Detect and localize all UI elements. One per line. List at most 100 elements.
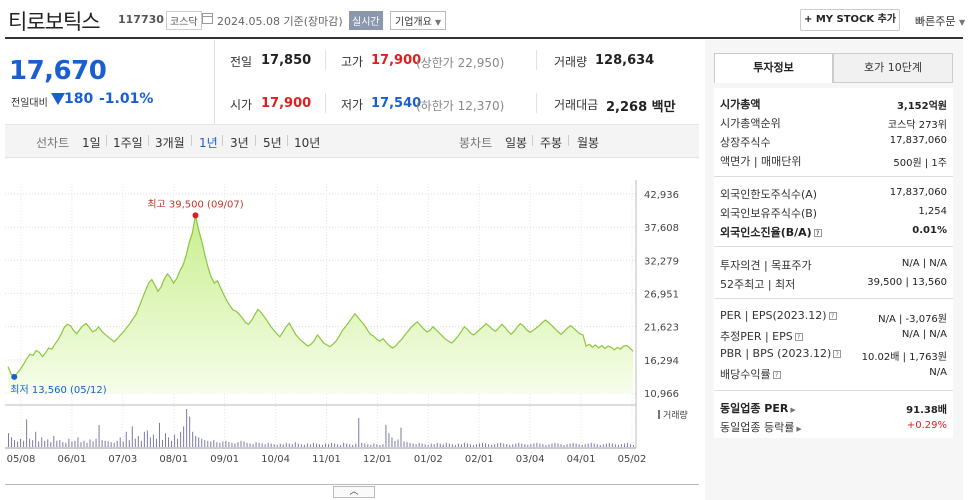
info-value: N/A | N/A [901, 329, 947, 340]
add-my-stock-button[interactable]: + MY STOCK 추가 [800, 9, 900, 31]
x-tick-label: 03/04 [516, 454, 545, 465]
volume-bar [488, 444, 490, 447]
collapse-button[interactable]: ︿ [333, 486, 375, 498]
volume-bar [92, 441, 94, 447]
volume-bar [77, 437, 79, 447]
volume-bar [171, 440, 173, 447]
volume-bar [38, 441, 40, 447]
volume-bar [397, 439, 399, 447]
help-icon[interactable]: ? [813, 229, 822, 237]
volume-bar [325, 443, 327, 447]
volume-bar [367, 444, 369, 447]
amount-number: 2,268 [606, 100, 648, 115]
info-label-text: 상장주식수 [720, 136, 771, 149]
volume-bar [430, 443, 432, 447]
volume-bar [337, 444, 339, 447]
stock-name: 티로보틱스 [8, 10, 101, 34]
volume-label: 거래량 [663, 409, 688, 421]
volume-bar [122, 441, 124, 447]
volume-bar [485, 443, 487, 447]
divider [255, 135, 256, 146]
volume-bar [415, 444, 417, 447]
volume-bar [282, 444, 284, 447]
volume-bar [225, 440, 227, 447]
divider [106, 135, 107, 146]
chevron-right-icon[interactable]: ▶ [796, 425, 802, 433]
info-label-text: 액면가 | 매매단위 [720, 155, 802, 168]
volume-bar [533, 443, 535, 447]
date-text: 2024.05.08 기준(장마감) [217, 15, 343, 28]
realtime-badge[interactable]: 실시간 [349, 11, 383, 30]
volume-bar [530, 444, 532, 447]
volume-bar [596, 444, 598, 447]
volume-bar [11, 437, 13, 447]
volume-bar [560, 444, 562, 447]
volume-bar [80, 442, 82, 447]
period-1d[interactable]: 1일 [82, 136, 101, 150]
y-tick-label: 37,608 [644, 223, 679, 234]
volume-bar [165, 433, 167, 447]
volume-bar [343, 442, 345, 447]
volume-bar [475, 444, 477, 447]
period-3m[interactable]: 3개월 [155, 136, 185, 150]
help-icon[interactable]: ? [828, 312, 837, 320]
fast-order-button[interactable]: 빠른주문 ▼ [915, 13, 965, 29]
line-chart-label: 선차트 [36, 136, 70, 150]
info-label: 외국인한도주식수(A) [720, 186, 817, 202]
candle-daily[interactable]: 일봉 [505, 136, 528, 150]
x-tick-label: 12/01 [363, 454, 392, 465]
period-1w[interactable]: 1주일 [113, 136, 143, 150]
volume-bar [626, 442, 628, 447]
info-label-text: PER | EPS(2023.12) [720, 309, 827, 322]
volume-bar [273, 444, 275, 447]
x-tick-label: 05/08 [7, 454, 36, 465]
open-label: 시가 [230, 98, 253, 112]
candle-weekly[interactable]: 주봉 [540, 136, 563, 150]
volume-bar [192, 431, 194, 447]
amount-label: 거래대금 [554, 98, 599, 112]
volume-bar [264, 444, 266, 447]
prev-close-value: 17,850 [261, 53, 312, 68]
period-5y[interactable]: 5년 [263, 136, 282, 150]
period-1y[interactable]: 1년 [199, 136, 218, 150]
candle-monthly[interactable]: 월봉 [577, 136, 600, 150]
volume-bar [44, 440, 46, 447]
period-10y[interactable]: 10년 [294, 136, 321, 150]
volume-bar [376, 444, 378, 447]
volume-bar [161, 440, 163, 447]
period-3y[interactable]: 3년 [230, 136, 249, 150]
info-value: N/A [929, 367, 947, 378]
volume-bar [521, 443, 523, 447]
info-value: N/A | N/A [901, 258, 947, 269]
y-tick-label: 16,294 [644, 356, 679, 367]
volume-bar [104, 440, 106, 447]
volume-bar [143, 431, 145, 447]
volume-bar [602, 444, 604, 447]
info-label: 액면가 | 매매단위 [720, 153, 802, 169]
price-area [8, 215, 633, 393]
volume-bar [497, 443, 499, 447]
header-divider [5, 37, 963, 39]
volume-bar [403, 441, 405, 447]
section-divider [714, 390, 953, 391]
volume-bar [303, 444, 305, 447]
info-label-text: PBR | BPS (2023.12) [720, 347, 832, 360]
help-icon[interactable]: ? [794, 333, 803, 341]
volume-bar [358, 417, 360, 447]
info-label: 동일업종 PER ▶ [720, 400, 796, 416]
volume-bar [388, 433, 390, 447]
chevron-right-icon[interactable]: ▶ [790, 406, 796, 414]
divider [222, 135, 223, 146]
company-overview-button[interactable]: 기업개요 ▼ [390, 11, 447, 30]
volume-bar [536, 442, 538, 447]
volume-bar [300, 444, 302, 447]
volume-bar [255, 442, 257, 447]
help-icon[interactable]: ? [772, 371, 781, 379]
tab-investment-info[interactable]: 투자정보 [714, 53, 833, 83]
volume-bar [222, 441, 224, 447]
help-icon[interactable]: ? [833, 350, 842, 358]
volume-bar [409, 442, 411, 447]
volume-bar [210, 441, 212, 447]
tab-order-book[interactable]: 호가 10단계 [833, 53, 953, 83]
price-chart[interactable]: 42,936 37,608 32,279 26,951 21,623 16,294 10,9… [5, 180, 699, 470]
